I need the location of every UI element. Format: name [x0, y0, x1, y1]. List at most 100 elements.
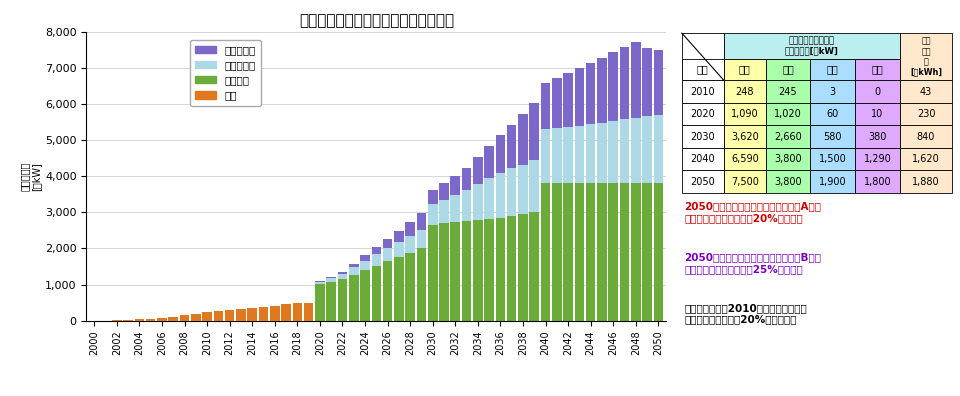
Bar — [530, 211, 540, 321]
Bar — [564, 127, 573, 183]
Bar — [428, 204, 438, 225]
Bar — [304, 303, 313, 321]
Bar — [360, 270, 370, 321]
Bar — [530, 103, 540, 160]
Text: 2,660: 2,660 — [774, 131, 802, 142]
Bar — [597, 183, 607, 321]
Bar — [766, 126, 810, 148]
Text: 2050年度推定需要電力量（シナリオA）に
対して、風力発電から約20%供給可能: 2050年度推定需要電力量（シナリオA）に 対して、風力発電から約20%供給可能 — [684, 202, 822, 223]
Bar — [597, 123, 607, 183]
Text: 6,590: 6,590 — [731, 154, 758, 164]
Bar — [575, 68, 585, 126]
Bar — [586, 124, 595, 183]
Bar — [349, 267, 358, 274]
Bar — [900, 170, 952, 193]
Bar — [473, 158, 483, 184]
Bar — [766, 103, 810, 126]
Bar — [168, 317, 178, 321]
Bar — [462, 221, 471, 321]
Text: 発電
電力
量
[億kWh]: 発電 電力 量 [億kWh] — [910, 36, 942, 77]
Text: 2030: 2030 — [690, 131, 715, 142]
Bar — [810, 80, 855, 103]
Legend: 浮体式風力, 着床式風力, 陸上風力, 実績: 浮体式風力, 着床式風力, 陸上風力, 実績 — [190, 40, 261, 106]
Text: 1,900: 1,900 — [819, 177, 847, 187]
Text: 2020: 2020 — [690, 109, 715, 119]
Text: 380: 380 — [868, 131, 886, 142]
Bar — [236, 309, 246, 321]
Bar — [518, 165, 528, 214]
Bar — [428, 190, 438, 204]
Bar — [540, 129, 550, 183]
Bar — [338, 272, 348, 274]
Text: 1,800: 1,800 — [864, 177, 891, 187]
Bar — [495, 173, 505, 218]
Bar — [609, 183, 618, 321]
Text: 3,620: 3,620 — [731, 131, 758, 142]
Text: 1,020: 1,020 — [774, 109, 802, 119]
Bar — [213, 311, 223, 321]
Bar — [564, 183, 573, 321]
Bar — [157, 318, 167, 321]
Bar — [900, 80, 952, 103]
Bar — [417, 249, 426, 321]
Bar — [134, 319, 144, 321]
Bar — [123, 320, 132, 321]
Bar — [682, 33, 724, 80]
Text: 2050年度推定需要電力量（シナリオB）に
対して、風力発電から約25%供給可能: 2050年度推定需要電力量（シナリオB）に 対して、風力発電から約25%供給可能 — [684, 252, 822, 274]
Bar — [900, 33, 952, 80]
Bar — [440, 183, 449, 200]
Bar — [203, 312, 212, 321]
Bar — [405, 222, 415, 236]
Text: 1,500: 1,500 — [819, 154, 847, 164]
Bar — [810, 126, 855, 148]
Text: 1,880: 1,880 — [912, 177, 940, 187]
Bar — [575, 183, 585, 321]
Bar — [315, 282, 324, 284]
Bar — [518, 214, 528, 321]
Bar — [724, 170, 766, 193]
Bar — [597, 58, 607, 123]
Bar — [473, 184, 483, 220]
Text: 2050: 2050 — [690, 177, 715, 187]
Text: 風力発電導入実績と
導入目標値[万kW]: 風力発電導入実績と 導入目標値[万kW] — [784, 36, 839, 55]
Text: 浮体: 浮体 — [872, 65, 883, 74]
Bar — [473, 220, 483, 321]
Bar — [450, 176, 460, 195]
Bar — [609, 121, 618, 183]
Bar — [724, 103, 766, 126]
Bar — [900, 148, 952, 170]
Bar — [766, 148, 810, 170]
Bar — [383, 248, 393, 261]
Bar — [293, 303, 302, 321]
Text: 3: 3 — [829, 86, 836, 97]
Bar — [258, 307, 268, 321]
Text: 10: 10 — [872, 109, 883, 119]
Text: 3,800: 3,800 — [775, 154, 802, 164]
Bar — [428, 225, 438, 321]
Bar — [620, 119, 630, 183]
Text: 年度: 年度 — [697, 65, 708, 74]
Text: 60: 60 — [827, 109, 839, 119]
Bar — [724, 59, 766, 80]
Bar — [586, 183, 595, 321]
Text: 合計: 合計 — [739, 65, 751, 74]
Bar — [326, 277, 336, 278]
Bar — [191, 314, 201, 321]
Bar — [450, 195, 460, 222]
Bar — [855, 80, 900, 103]
Bar — [642, 116, 652, 183]
Bar — [900, 103, 952, 126]
Text: 230: 230 — [917, 109, 935, 119]
Bar — [349, 264, 358, 267]
Bar — [900, 126, 952, 148]
Bar — [146, 319, 156, 321]
Bar — [225, 310, 234, 321]
Bar — [682, 103, 724, 126]
Bar — [507, 216, 516, 321]
Bar — [495, 135, 505, 173]
Bar — [518, 114, 528, 165]
Bar — [766, 80, 810, 103]
Bar — [372, 247, 381, 254]
Text: 着床: 着床 — [827, 65, 839, 74]
Text: 2040: 2040 — [690, 154, 715, 164]
